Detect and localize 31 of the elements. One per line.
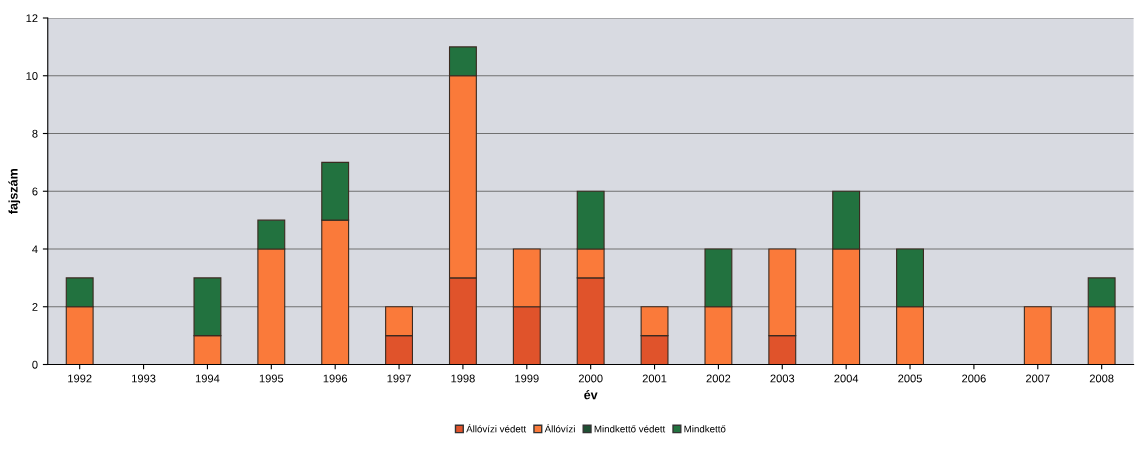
legend-label: Állóvízi védett [466, 423, 527, 433]
legend-label: Állóvízi [544, 423, 575, 433]
x-tick-label: 1993 [132, 374, 156, 383]
x-tick-label: 2000 [578, 374, 603, 383]
x-axis-title: év [584, 390, 598, 400]
y-axis-title: fajszám [8, 169, 21, 214]
x-tick-label: 2007 [1025, 374, 1050, 383]
y-tick-label: 8 [32, 129, 38, 138]
y-tick-label: 4 [32, 245, 38, 254]
x-tick-label: 1997 [387, 374, 411, 383]
x-tick-label: 1999 [515, 374, 539, 383]
x-tick-label: 2003 [770, 374, 795, 383]
bar [1023, 306, 1052, 365]
legend-label: Mindkettő védett [594, 425, 666, 433]
y-tick-label: 2 [32, 303, 38, 311]
x-tick-label: 2004 [834, 374, 859, 383]
x-tick-label: 1994 [195, 374, 220, 383]
x-tick-label: 2005 [898, 374, 922, 383]
y-tick-label: 0 [32, 360, 38, 369]
y-tick-label: 12 [26, 14, 38, 23]
x-tick-label: 1996 [323, 374, 348, 383]
legend-label: Mindkettő [684, 425, 726, 433]
x-tick-label: 2002 [706, 374, 731, 383]
x-tick-label: 1998 [451, 374, 475, 383]
x-tick-label: 1995 [259, 374, 284, 383]
x-tick-label: 2008 [1089, 374, 1114, 383]
y-tick-label: 6 [32, 187, 38, 196]
y-tick-label: 10 [26, 72, 38, 80]
x-tick-label: 1992 [68, 374, 92, 383]
x-tick-label: 2001 [642, 374, 667, 383]
x-tick-label: 2006 [962, 374, 986, 383]
